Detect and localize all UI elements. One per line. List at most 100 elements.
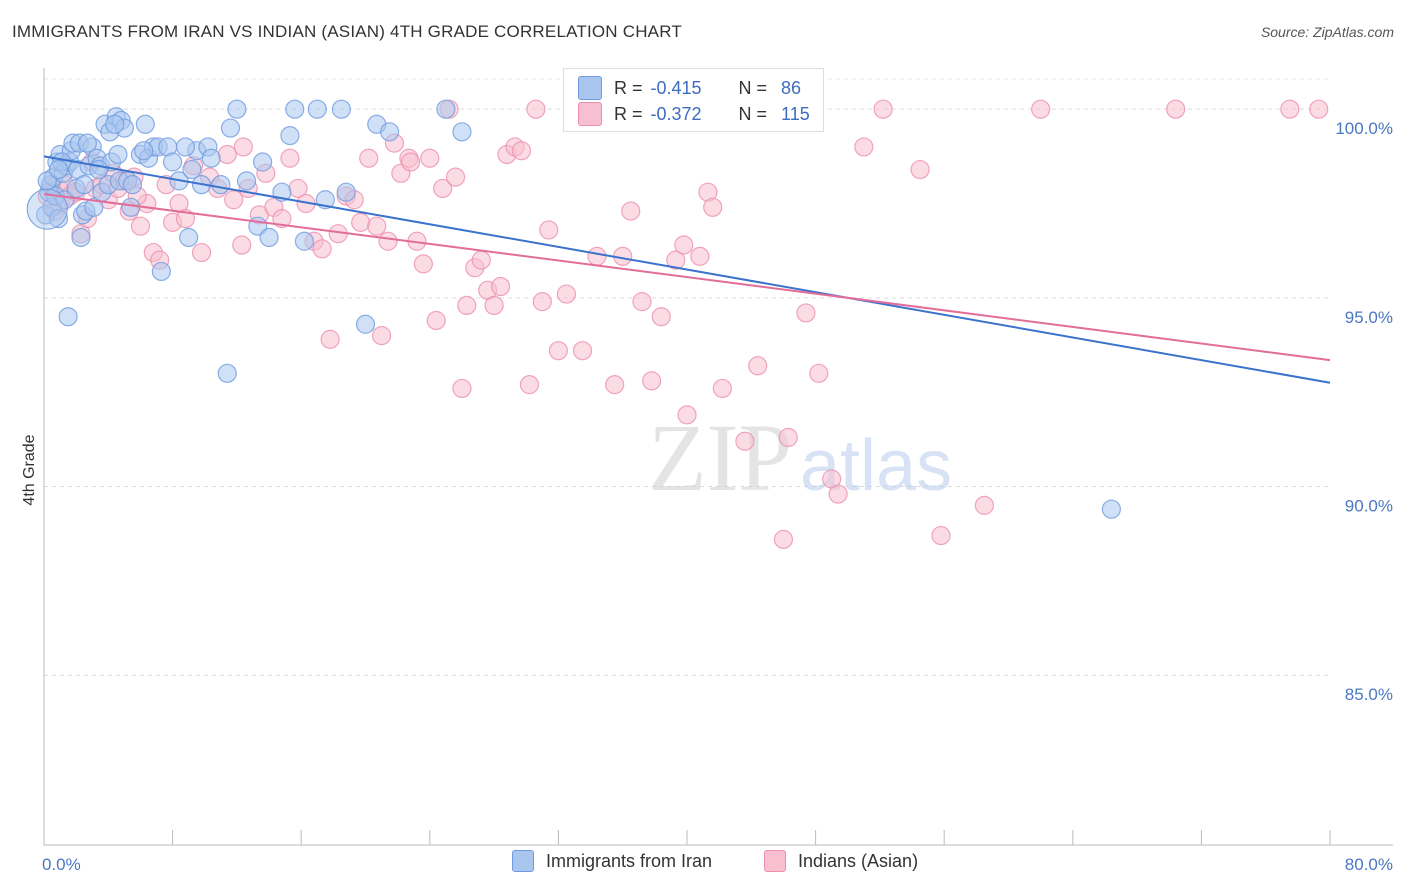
point-iran-cluster (26, 188, 68, 230)
point-iran (294, 231, 315, 251)
point-indians (621, 201, 641, 221)
source-credit: Source: ZipAtlas.com (1260, 24, 1394, 40)
watermark-zip: ZIP (648, 404, 792, 511)
trend-line-iran (43, 155, 1331, 384)
point-indians (191, 242, 212, 263)
point-iran (1101, 499, 1121, 519)
point-iran (105, 114, 125, 134)
trend-line-indians (43, 193, 1331, 362)
point-iran (134, 141, 154, 161)
point-indians (1280, 99, 1300, 119)
legend-row-indians: R = -0.372 N = 115 (578, 102, 810, 126)
point-iran (89, 159, 109, 180)
point-indians (452, 378, 472, 399)
point-iran (259, 227, 279, 248)
point-iran (380, 122, 400, 142)
point-iran (220, 118, 241, 138)
point-iran (84, 197, 104, 217)
point-indians (642, 371, 662, 391)
point-indians (280, 148, 300, 168)
point-iran (227, 99, 247, 119)
point-iran (217, 363, 237, 383)
legend-swatch-iran (578, 76, 602, 100)
point-indians (873, 99, 893, 119)
point-indians (677, 405, 697, 425)
point-iran (436, 99, 456, 119)
point-iran (280, 126, 300, 146)
point-indians (666, 250, 686, 270)
legend-r-value: -0.372 (650, 103, 702, 124)
point-iran (108, 144, 128, 165)
point-indians (556, 284, 577, 304)
point-indians (175, 209, 196, 229)
trend-lines (43, 155, 1331, 384)
y-tick-label: 95.0% (1345, 308, 1393, 327)
point-indians (232, 235, 252, 255)
point-iran (331, 99, 351, 119)
point-iran (236, 171, 257, 191)
point-iran (48, 209, 69, 229)
x-tick-label: 0.0% (42, 855, 81, 874)
point-iran (151, 261, 171, 282)
legend-item-indians[interactable]: Indians (Asian) (764, 850, 918, 872)
point-indians (420, 148, 440, 168)
point-indians (378, 231, 398, 251)
point-indians (445, 167, 466, 187)
point-indians (426, 310, 446, 331)
point-indians (773, 529, 794, 549)
legend-label-indians: Indians (Asian) (798, 850, 919, 871)
point-indians (910, 159, 930, 180)
point-indians (712, 378, 732, 399)
series-iran-points (26, 99, 1121, 519)
point-indians (690, 246, 710, 266)
point-indians (931, 525, 951, 546)
point-indians (572, 341, 593, 361)
point-indians (748, 356, 768, 376)
point-iran (179, 227, 199, 248)
point-indians (511, 141, 532, 161)
y-tick-labels: 85.0% 90.0% 95.0% 100.0% (1335, 119, 1393, 704)
point-iran (452, 122, 472, 142)
series-indians-points (37, 99, 1329, 549)
point-iran (58, 307, 78, 327)
point-indians (796, 303, 816, 323)
point-indians (217, 144, 237, 165)
point-indians (272, 209, 292, 229)
point-indians (539, 220, 559, 240)
legend-n-label: N = (738, 77, 768, 98)
legend-r-label: R = (614, 77, 643, 98)
point-indians (130, 216, 151, 236)
point-iran (336, 182, 356, 202)
y-tick-label: 85.0% (1345, 685, 1393, 704)
point-iran (211, 175, 231, 195)
point-indians (828, 484, 848, 504)
legend-r-value: -0.415 (650, 77, 702, 98)
gridlines (44, 78, 1330, 676)
point-iran (285, 99, 305, 119)
legend-item-iran[interactable]: Immigrants from Iran (512, 850, 712, 872)
point-indians (735, 431, 755, 451)
y-tick-label: 90.0% (1345, 497, 1393, 516)
point-indians (809, 363, 829, 383)
x-tick-labels: 0.0% 80.0% (42, 855, 1393, 874)
point-iran (122, 175, 143, 195)
legend-swatch-iran (512, 850, 534, 872)
point-indians (359, 148, 379, 168)
point-indians (312, 239, 332, 259)
point-indians (674, 235, 694, 255)
point-indians (457, 295, 477, 316)
point-indians (519, 375, 540, 395)
watermark-atlas: atlas (800, 426, 952, 506)
point-iran (48, 159, 69, 180)
point-iran (307, 99, 327, 119)
point-indians (484, 295, 504, 316)
point-indians (1309, 99, 1329, 119)
legend-swatch-indians (764, 850, 786, 872)
point-indians (371, 325, 392, 346)
chart-title: IMMIGRANTS FROM IRAN VS INDIAN (ASIAN) 4… (12, 22, 682, 41)
legend-r-label: R = (614, 103, 643, 124)
point-indians (703, 197, 723, 217)
x-tick-label: 80.0% (1345, 855, 1393, 874)
point-iran (253, 152, 273, 172)
